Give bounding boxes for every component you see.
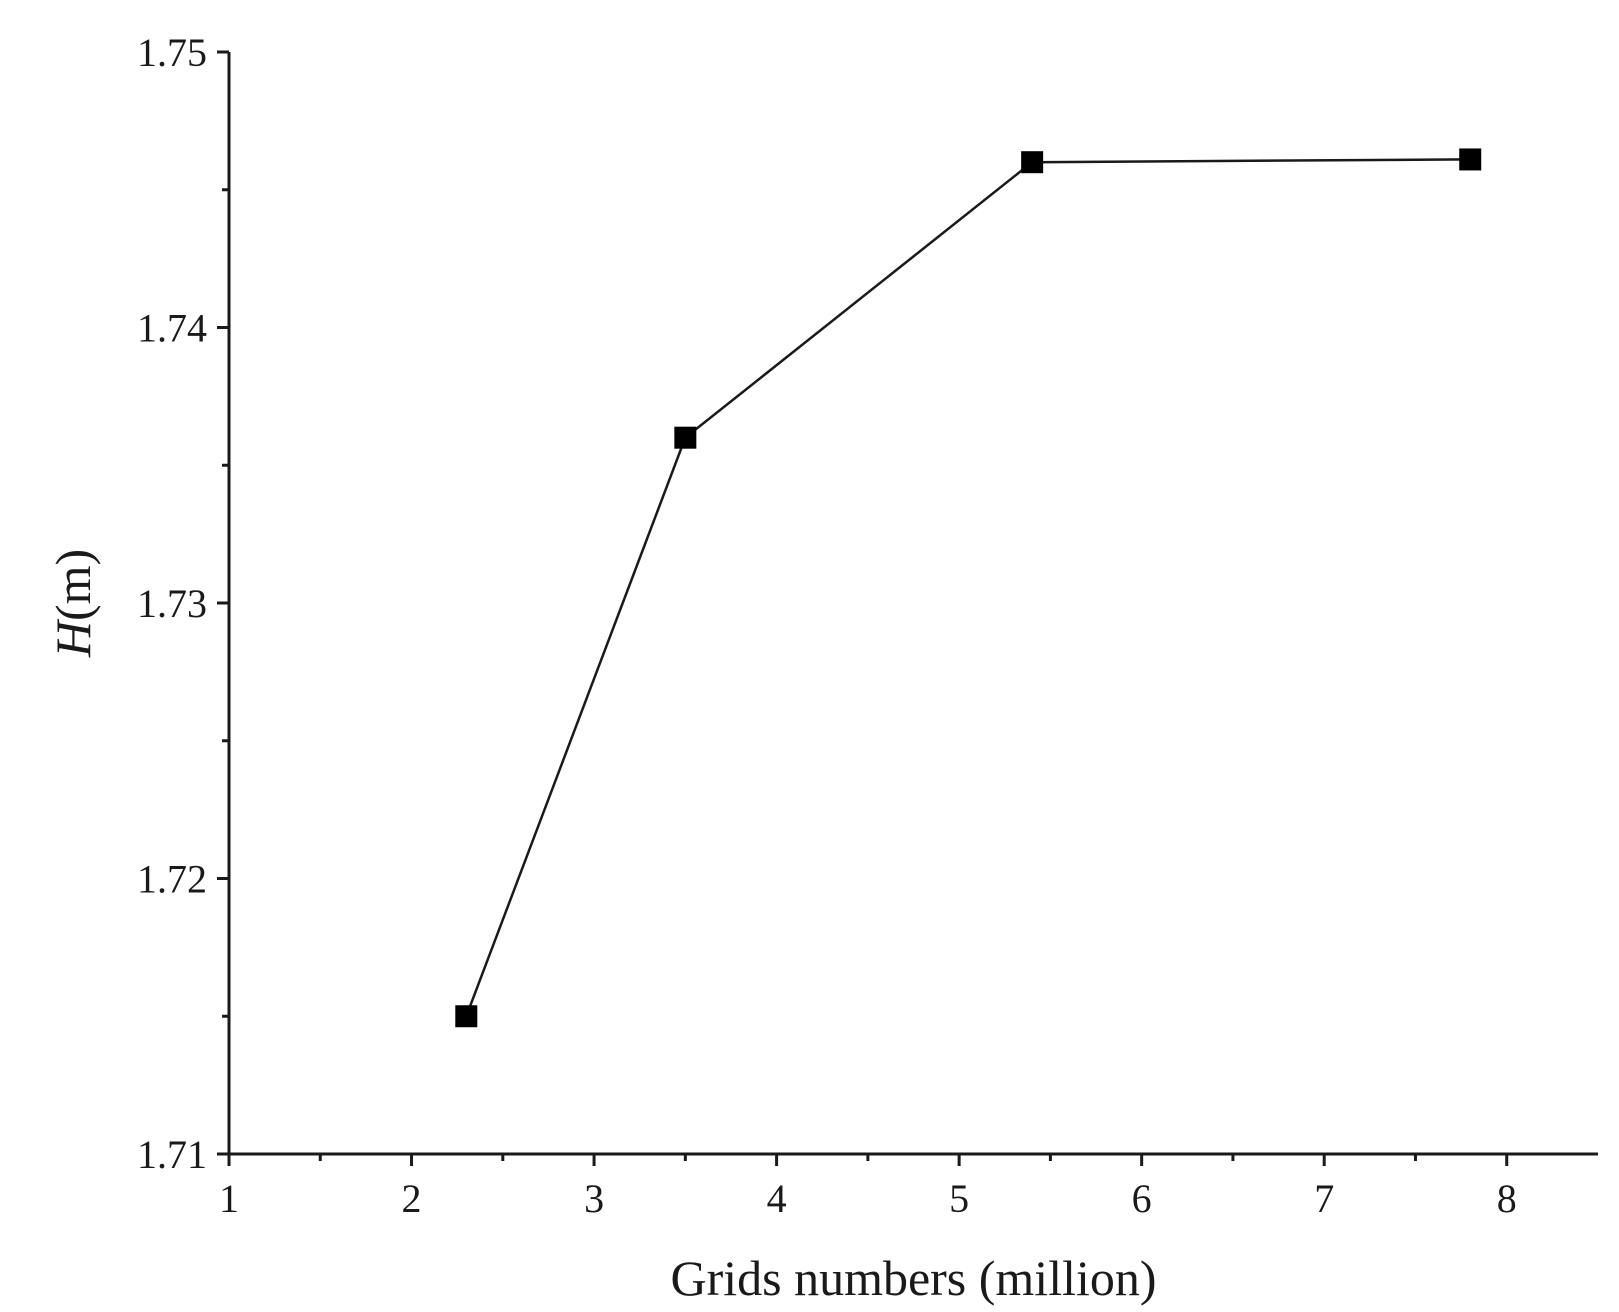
x-tick-label: 3 (584, 1176, 604, 1221)
y-axis-title: H(m) (45, 549, 101, 658)
series-line (465, 158, 1471, 1017)
data-point-marker (1459, 148, 1482, 171)
data-point-marker (674, 426, 697, 449)
y-axis-title-unit: (m) (45, 549, 101, 621)
y-tick-label: 1.74 (137, 306, 207, 351)
x-tick-label: 5 (949, 1176, 969, 1221)
tick-labels: 1 2 3 4 5 6 7 8 1.71 1.72 1.73 1.74 1.75 (137, 30, 1517, 1221)
x-tick-label: 6 (1132, 1176, 1152, 1221)
series (455, 148, 1482, 1028)
y-axis-title-variable: H (45, 618, 101, 658)
x-tick-label: 1 (219, 1176, 239, 1221)
data-point-marker (455, 1005, 478, 1028)
x-tick-label: 4 (767, 1176, 787, 1221)
data-point-marker (1021, 151, 1044, 174)
axes (227, 52, 1598, 1156)
y-tick-label: 1.75 (137, 30, 207, 75)
x-tick-label: 7 (1314, 1176, 1334, 1221)
x-tick-label: 2 (402, 1176, 422, 1221)
y-tick-label: 1.71 (137, 1132, 207, 1177)
x-tick-label: 8 (1497, 1176, 1517, 1221)
ticks (217, 50, 1509, 1166)
x-axis-title: Grids numbers (million) (670, 1250, 1156, 1306)
y-tick-label: 1.73 (137, 581, 207, 626)
y-tick-label: 1.72 (137, 857, 207, 902)
